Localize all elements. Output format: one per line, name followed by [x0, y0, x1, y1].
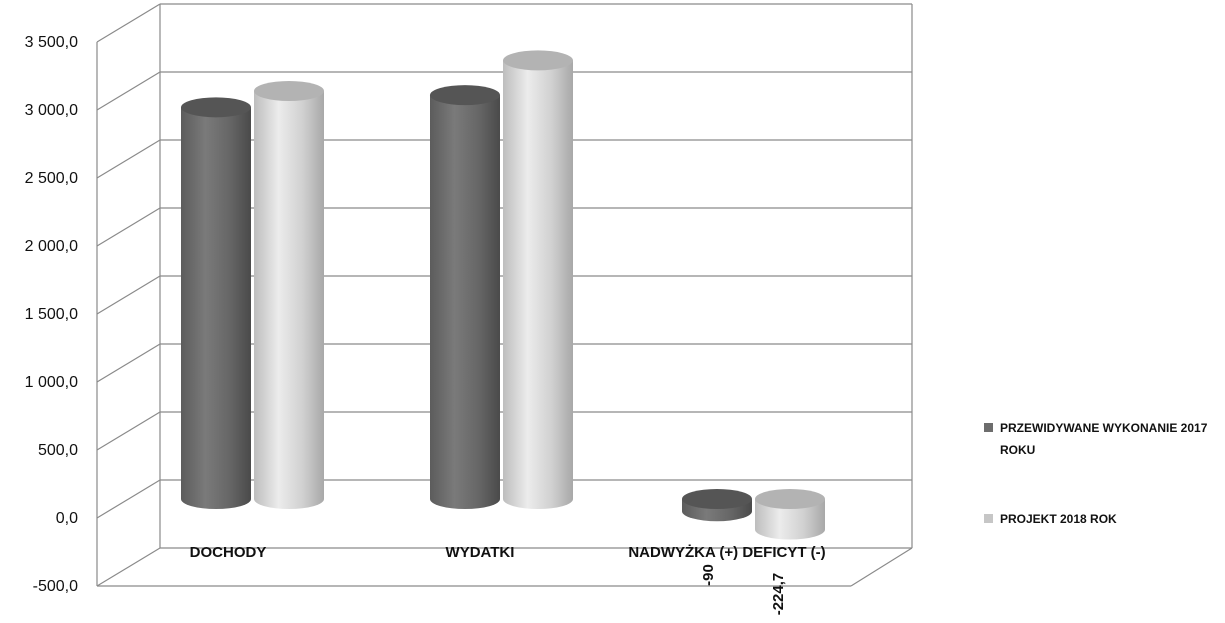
legend-label-2017: PRZEWIDYWANE WYKONANIE 2017 ROKU: [1000, 421, 1208, 457]
gridline-side: [96, 275, 161, 315]
bar-body: [755, 499, 825, 540]
y-tick-label: 2 000,0: [25, 238, 78, 255]
bar-body: [254, 91, 324, 509]
y-tick-label: 3 500,0: [25, 34, 78, 51]
legend-item-2017: PRZEWIDYWANE WYKONANIE 2017 ROKU: [984, 417, 1224, 461]
gridline-side: [96, 207, 161, 247]
bar-1-2: [755, 489, 825, 540]
gridline-side: [96, 71, 161, 111]
bar-cap: [181, 97, 251, 118]
y-tick-label: -500,0: [33, 578, 78, 595]
y-tick-label: 3 000,0: [25, 102, 78, 119]
gridline-side: [96, 547, 161, 587]
data-label: -90: [700, 564, 717, 586]
y-tick-label: 500,0: [38, 442, 78, 459]
gridline-side: [96, 411, 161, 451]
bar-body: [181, 107, 251, 509]
category-label: DOCHODY: [190, 544, 267, 561]
gridline-side: [96, 139, 161, 179]
bar-cap: [682, 489, 752, 509]
category-label: WYDATKI: [446, 544, 515, 561]
legend-swatch-2018: [984, 514, 993, 523]
y-tick-label: 0,0: [56, 510, 78, 527]
bar-cap: [503, 50, 573, 71]
bar-cap: [254, 81, 324, 101]
bar-cap: [430, 85, 500, 106]
gridline-side: [96, 343, 161, 383]
y-tick-label: 1 000,0: [25, 374, 78, 391]
gridline-side: [96, 3, 161, 43]
legend-item-2018: PROJEKT 2018 ROK: [984, 508, 1224, 530]
floor-right-edge: [850, 547, 913, 587]
category-label: NADWYŻKA (+) DEFICYT (-): [628, 544, 825, 561]
bar-cap: [755, 489, 825, 509]
bar-0-2: [682, 489, 752, 522]
bar-1-0: [254, 81, 324, 509]
legend-label-2018: PROJEKT 2018 ROK: [1000, 512, 1117, 526]
y-tick-label: 1 500,0: [25, 306, 78, 323]
y-tick-label: 2 500,0: [25, 170, 78, 187]
legend-swatch-2017: [984, 423, 993, 432]
data-label: -224,7: [770, 573, 787, 616]
bar-0-1: [430, 85, 500, 509]
bar-0-0: [181, 97, 251, 509]
gridline-side: [96, 479, 161, 519]
bar-body: [503, 60, 573, 510]
bar-body: [430, 95, 500, 509]
bar-1-1: [503, 50, 573, 510]
